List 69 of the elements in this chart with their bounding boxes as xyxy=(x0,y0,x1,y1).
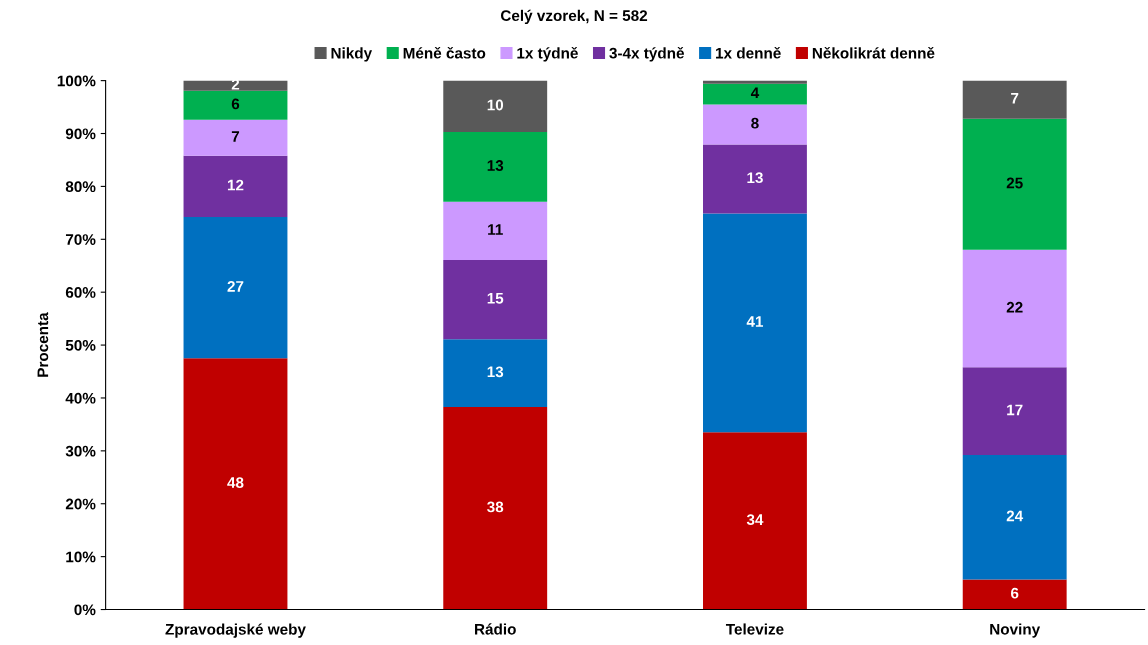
data-label: 13 xyxy=(747,172,763,184)
bar xyxy=(962,118,1067,250)
bar xyxy=(962,367,1067,456)
bar xyxy=(703,83,807,105)
data-label: 24 xyxy=(1006,510,1024,522)
data-label: 8 xyxy=(751,117,759,129)
y-tick-label: 30% xyxy=(65,445,96,457)
data-label: 25 xyxy=(1006,177,1023,189)
bar xyxy=(183,80,288,91)
bar xyxy=(962,579,1067,610)
legend-label: 3-4x týdně xyxy=(609,47,684,62)
bar xyxy=(443,339,548,407)
legend-label: Několikrát denně xyxy=(812,47,935,59)
data-label: 15 xyxy=(487,293,504,304)
x-tick-label: Televize xyxy=(725,623,784,635)
y-tick-label: 0% xyxy=(74,604,96,616)
bar xyxy=(183,119,288,156)
y-tick-label: 10% xyxy=(66,551,96,563)
y-tick-label: 50% xyxy=(65,339,96,351)
legend-label: Nikdy xyxy=(331,47,373,62)
bar xyxy=(183,358,288,610)
bar xyxy=(183,217,288,359)
data-label: 22 xyxy=(1006,301,1023,313)
y-tick-label: 80% xyxy=(65,181,96,193)
y-tick-label: 100% xyxy=(57,75,96,87)
data-label: 6 xyxy=(1011,587,1019,599)
bar xyxy=(962,455,1067,580)
data-label: 34 xyxy=(746,514,764,526)
y-tick-label: 40% xyxy=(65,392,96,404)
data-label: 12 xyxy=(227,179,244,191)
bar xyxy=(703,144,807,214)
data-label: 41 xyxy=(746,316,764,327)
bar xyxy=(443,201,548,260)
data-label: 13 xyxy=(487,160,504,171)
data-label: 48 xyxy=(227,477,244,489)
bar xyxy=(443,131,548,202)
bar xyxy=(962,249,1067,368)
data-label: 11 xyxy=(488,224,503,235)
data-label: 7 xyxy=(1011,93,1019,104)
legend-label: 1x denně xyxy=(716,47,781,59)
data-label: 4 xyxy=(750,87,760,99)
bar xyxy=(703,80,807,84)
bar xyxy=(703,213,807,433)
x-tick-label: Zpravodajské weby xyxy=(165,623,306,638)
data-label: 38 xyxy=(487,501,504,513)
x-tick-label: Rádio xyxy=(475,623,516,635)
y-tick-label: 90% xyxy=(65,128,96,140)
x-tick-label: Noviny xyxy=(990,623,1041,638)
data-label: 6 xyxy=(231,98,240,110)
chart-title: Celý vzorek, N = 582 xyxy=(500,9,648,25)
bar xyxy=(183,155,288,218)
y-tick-label: 70% xyxy=(65,234,96,245)
bar xyxy=(183,90,288,120)
bar xyxy=(443,259,548,340)
legend-label: Méně často xyxy=(403,47,486,59)
bar xyxy=(962,80,1067,119)
data-label: 10 xyxy=(487,99,504,111)
data-label: 7 xyxy=(231,131,240,142)
bar xyxy=(703,432,807,610)
y-axis-title: Procenta xyxy=(37,312,49,377)
data-label: 27 xyxy=(227,280,244,292)
y-tick-label: 20% xyxy=(65,498,96,510)
bar xyxy=(443,406,548,610)
legend-label: 1x týdně xyxy=(517,47,578,62)
y-tick-label: 60% xyxy=(65,287,96,298)
data-label: 17 xyxy=(1007,404,1023,416)
bar xyxy=(443,80,548,132)
bar xyxy=(703,104,807,145)
data-label: 13 xyxy=(487,366,504,378)
